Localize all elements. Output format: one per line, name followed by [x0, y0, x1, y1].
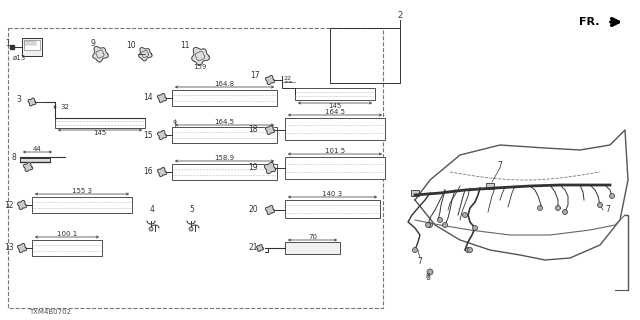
- Text: 164.5: 164.5: [214, 119, 234, 125]
- Bar: [22, 38, 42, 56]
- Polygon shape: [266, 205, 275, 214]
- Polygon shape: [17, 200, 26, 210]
- Bar: [33, 41, 36, 45]
- Text: 17: 17: [250, 71, 260, 81]
- Circle shape: [463, 212, 467, 218]
- Text: TXM4B0702: TXM4B0702: [29, 309, 71, 315]
- Text: 155 3: 155 3: [72, 188, 92, 194]
- Text: 158.9: 158.9: [214, 155, 235, 161]
- Text: 2: 2: [397, 12, 403, 20]
- Bar: [32, 240, 102, 256]
- Circle shape: [426, 222, 431, 228]
- Circle shape: [428, 222, 433, 228]
- Polygon shape: [192, 47, 209, 65]
- Text: 164.8: 164.8: [214, 81, 235, 87]
- Text: 18: 18: [248, 125, 258, 134]
- Bar: [24, 40, 40, 50]
- Polygon shape: [157, 131, 166, 140]
- Bar: [285, 242, 340, 254]
- Text: 4: 4: [150, 205, 154, 214]
- Polygon shape: [28, 98, 36, 106]
- Text: 19: 19: [248, 164, 258, 172]
- Polygon shape: [264, 162, 276, 174]
- Text: 1: 1: [5, 38, 10, 47]
- Text: 32: 32: [60, 104, 69, 110]
- Text: 9: 9: [173, 121, 177, 125]
- Text: 7: 7: [497, 161, 502, 170]
- Text: 145: 145: [328, 103, 342, 109]
- Text: 13: 13: [4, 244, 14, 252]
- Bar: [285, 200, 380, 218]
- Bar: [295, 88, 375, 100]
- Circle shape: [189, 227, 193, 231]
- Text: 9: 9: [90, 39, 95, 49]
- Text: 159: 159: [193, 64, 207, 70]
- Text: 7: 7: [417, 258, 422, 267]
- Text: 16: 16: [143, 167, 153, 177]
- Circle shape: [472, 226, 477, 230]
- Circle shape: [413, 247, 417, 252]
- Bar: [172, 90, 277, 106]
- Circle shape: [563, 210, 568, 214]
- Polygon shape: [139, 48, 152, 61]
- Text: ø13: ø13: [12, 55, 26, 61]
- Bar: [172, 127, 277, 143]
- Polygon shape: [24, 163, 33, 172]
- Polygon shape: [266, 125, 275, 134]
- Bar: [285, 157, 385, 179]
- Bar: [55, 118, 145, 128]
- Circle shape: [609, 194, 614, 198]
- Polygon shape: [17, 244, 26, 252]
- Bar: [25, 41, 28, 45]
- Bar: [172, 164, 277, 180]
- Circle shape: [538, 205, 543, 211]
- Bar: [330, 28, 400, 83]
- Text: 21: 21: [248, 244, 258, 252]
- Text: 6: 6: [426, 274, 431, 283]
- Polygon shape: [157, 167, 166, 177]
- Text: 11: 11: [180, 42, 190, 51]
- Polygon shape: [266, 76, 275, 84]
- Text: 5: 5: [189, 205, 195, 214]
- Text: 10: 10: [126, 42, 136, 51]
- Text: 140 3: 140 3: [323, 191, 342, 197]
- Bar: [486, 183, 494, 189]
- Polygon shape: [93, 46, 108, 62]
- Text: 145: 145: [93, 130, 107, 136]
- Text: 15: 15: [143, 131, 153, 140]
- Bar: [29, 41, 32, 45]
- Polygon shape: [157, 93, 166, 102]
- Text: 101 5: 101 5: [325, 148, 345, 154]
- Bar: [285, 118, 385, 140]
- Text: 14: 14: [143, 93, 153, 102]
- Text: 44: 44: [33, 146, 42, 152]
- Text: 3: 3: [16, 94, 21, 103]
- Text: 22: 22: [284, 76, 292, 81]
- Circle shape: [427, 269, 433, 275]
- Circle shape: [438, 218, 442, 222]
- Text: 12: 12: [4, 201, 14, 210]
- Circle shape: [467, 247, 472, 252]
- Text: 164 5: 164 5: [325, 109, 345, 115]
- Text: FR.: FR.: [579, 17, 600, 27]
- Circle shape: [556, 205, 561, 211]
- Text: 70: 70: [308, 234, 317, 240]
- Text: 7: 7: [605, 205, 611, 214]
- Circle shape: [442, 222, 447, 228]
- Bar: [411, 190, 419, 196]
- Text: 20: 20: [248, 205, 258, 214]
- Text: 100 1: 100 1: [57, 231, 77, 237]
- Circle shape: [149, 227, 153, 231]
- Polygon shape: [257, 244, 264, 252]
- Text: 8: 8: [12, 154, 16, 163]
- Bar: [20, 158, 50, 162]
- Circle shape: [598, 203, 602, 207]
- Bar: [8, 28, 383, 308]
- Bar: [32, 197, 132, 213]
- Circle shape: [465, 247, 470, 252]
